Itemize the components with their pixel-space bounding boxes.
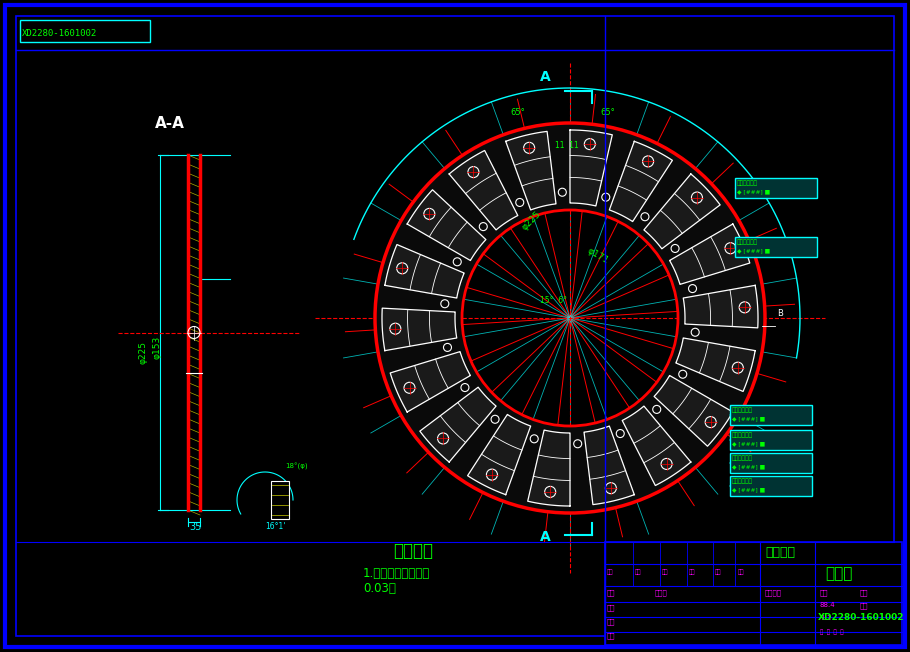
Polygon shape: [450, 151, 518, 230]
Polygon shape: [385, 244, 464, 298]
Text: A: A: [540, 530, 551, 544]
Text: 工艺: 工艺: [607, 618, 615, 625]
Text: 总图: 总图: [635, 569, 642, 575]
Text: 技术要求: 技术要求: [393, 542, 433, 560]
Polygon shape: [420, 387, 496, 462]
Text: φ153: φ153: [153, 336, 162, 359]
Polygon shape: [570, 130, 612, 206]
Text: 1:1: 1:1: [820, 615, 832, 621]
Text: 比重: 比重: [820, 589, 828, 596]
Text: 粉末冶金出油: 粉末冶金出油: [737, 180, 758, 186]
Text: 粉末冶金出油: 粉末冶金出油: [732, 432, 753, 437]
Text: 16°1': 16°1': [265, 522, 286, 531]
Polygon shape: [683, 286, 758, 328]
Text: 粉末冶金: 粉末冶金: [765, 546, 795, 559]
Polygon shape: [506, 132, 556, 210]
Text: 工艺: 工艺: [607, 632, 615, 638]
Text: 粉末冶金出油: 粉末冶金出油: [732, 455, 753, 460]
Text: B: B: [777, 309, 783, 318]
Bar: [271, 481, 289, 519]
Text: 比重: 比重: [860, 602, 868, 608]
Text: XD2280-1601002: XD2280-1601002: [818, 613, 905, 622]
Text: 35: 35: [189, 522, 201, 532]
Text: 88.4: 88.4: [820, 602, 835, 608]
Bar: [735, 178, 817, 198]
Polygon shape: [610, 141, 672, 222]
Text: ◆ [###] ■: ◆ [###] ■: [737, 248, 770, 253]
Text: 粉末冶金出油: 粉末冶金出油: [732, 478, 753, 484]
Text: 标准: 标准: [607, 604, 615, 611]
Polygon shape: [670, 224, 750, 284]
Text: 批准: 批准: [738, 569, 744, 575]
Polygon shape: [676, 338, 755, 391]
Bar: [20, 20, 150, 42]
Bar: [730, 430, 812, 450]
Text: φ171: φ171: [585, 246, 610, 266]
Text: 65°: 65°: [510, 108, 525, 117]
Polygon shape: [584, 426, 634, 505]
Text: A: A: [540, 70, 551, 84]
Polygon shape: [654, 376, 733, 446]
Text: 粉末冶金出油: 粉末冶金出油: [737, 239, 758, 244]
Text: φ225: φ225: [520, 210, 542, 233]
Text: ◆ [###] ■: ◆ [###] ■: [732, 416, 765, 421]
Polygon shape: [390, 351, 470, 412]
Polygon shape: [528, 430, 570, 506]
Polygon shape: [468, 415, 531, 495]
Text: 65°: 65°: [600, 108, 615, 117]
Text: ◆ [###] ■: ◆ [###] ■: [732, 441, 765, 446]
Polygon shape: [382, 308, 457, 351]
Text: 比比: 比比: [662, 569, 669, 575]
Text: ◆ [###] ■: ◆ [###] ■: [737, 189, 770, 194]
Text: 说明: 说明: [689, 569, 695, 575]
Text: 15°  6°: 15° 6°: [540, 296, 567, 305]
Text: 尺寸: 尺寸: [607, 589, 615, 596]
Text: 0.03。: 0.03。: [363, 582, 396, 595]
Bar: [730, 405, 812, 425]
Bar: [735, 237, 817, 257]
Text: XD2280-1601002: XD2280-1601002: [22, 29, 97, 38]
Polygon shape: [644, 174, 720, 249]
Text: 共  页  共  页: 共 页 共 页: [820, 629, 844, 635]
Polygon shape: [407, 190, 486, 261]
Text: φ225: φ225: [138, 341, 147, 364]
Bar: [730, 476, 812, 496]
Text: ◆ [###] ■: ◆ [###] ■: [732, 487, 765, 492]
Text: 重量范心: 重量范心: [765, 589, 782, 596]
Text: 18°(φ): 18°(φ): [285, 464, 308, 471]
Text: ◆ [###] ■: ◆ [###] ■: [732, 464, 765, 469]
Text: 1.表面不平度不大于: 1.表面不平度不大于: [363, 567, 430, 580]
Text: 11  11: 11 11: [555, 141, 579, 150]
Text: 名心: 名心: [607, 569, 613, 575]
Polygon shape: [622, 406, 691, 486]
Text: 名称处: 名称处: [655, 589, 668, 596]
Wedge shape: [375, 123, 765, 513]
Text: A-A: A-A: [155, 116, 185, 131]
Text: 比例: 比例: [860, 589, 868, 596]
Text: 材料: 材料: [715, 569, 722, 575]
Text: 粉末冶金出油: 粉末冶金出油: [732, 407, 753, 413]
Bar: [730, 453, 812, 473]
Bar: [605, 542, 902, 645]
Text: 摩擦片: 摩擦片: [825, 566, 853, 581]
